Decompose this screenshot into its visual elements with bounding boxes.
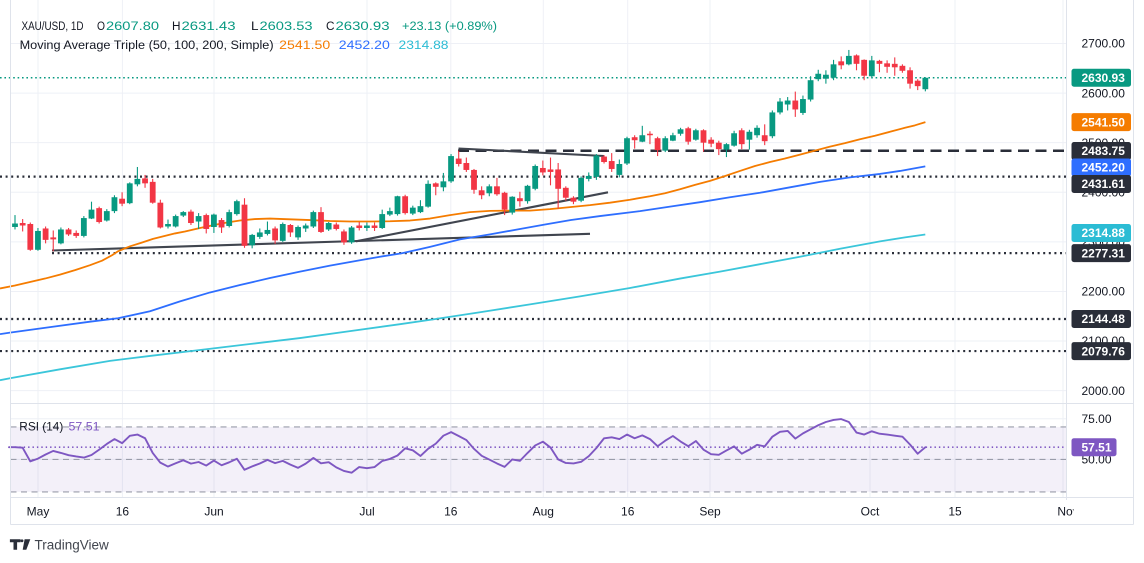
svg-text:2631.43: 2631.43 [182,19,236,33]
svg-text:2314.88: 2314.88 [1082,226,1126,240]
svg-text:Jul: Jul [359,505,374,519]
svg-text:RSI (14): RSI (14) [19,420,63,434]
svg-text:2630.93: 2630.93 [1082,71,1126,85]
svg-text:H: H [172,19,181,33]
svg-text:2452.20: 2452.20 [1082,161,1126,175]
svg-text:2607.80: 2607.80 [106,19,159,33]
svg-text:2079.76: 2079.76 [1082,344,1126,358]
svg-text:Aug: Aug [533,505,554,519]
svg-text:Oct: Oct [861,505,880,519]
svg-text:2541.50: 2541.50 [1082,115,1126,129]
svg-text:Sep: Sep [699,505,721,519]
svg-text:O: O [97,19,105,33]
svg-text:2600.00: 2600.00 [1082,86,1126,100]
svg-text:2431.61: 2431.61 [1082,177,1126,191]
svg-text:TradingView: TradingView [35,537,110,552]
svg-text:2452.20: 2452.20 [339,38,390,52]
svg-text:16: 16 [444,505,458,519]
svg-text:2630.93: 2630.93 [336,19,390,33]
svg-text:+23.13 (+0.89%): +23.13 (+0.89%) [402,19,497,33]
svg-text:75.00: 75.00 [1082,412,1112,426]
svg-text:2277.31: 2277.31 [1082,246,1126,260]
svg-text:15: 15 [948,505,962,519]
svg-text:57.51: 57.51 [1082,440,1112,454]
svg-text:May: May [27,505,50,519]
svg-text:2144.48: 2144.48 [1082,312,1126,326]
svg-text:XAU/USD, 1D: XAU/USD, 1D [22,19,84,33]
svg-text:16: 16 [116,505,130,519]
svg-text:C: C [326,19,335,33]
svg-text:Moving Average Triple (50, 100: Moving Average Triple (50, 100, 200, Sim… [20,38,274,52]
svg-text:Nov: Nov [1057,505,1078,519]
svg-text:2483.75: 2483.75 [1082,144,1126,158]
svg-text:L: L [251,19,259,33]
svg-text:2000.00: 2000.00 [1082,384,1126,398]
svg-text:2541.50: 2541.50 [279,38,330,52]
svg-text:Jun: Jun [204,505,223,519]
svg-text:2314.88: 2314.88 [399,38,449,52]
svg-text:2700.00: 2700.00 [1082,37,1126,51]
svg-text:57.51: 57.51 [69,420,100,434]
svg-text:2603.53: 2603.53 [260,19,313,33]
svg-text:2200.00: 2200.00 [1082,285,1126,299]
svg-text:16: 16 [621,505,635,519]
